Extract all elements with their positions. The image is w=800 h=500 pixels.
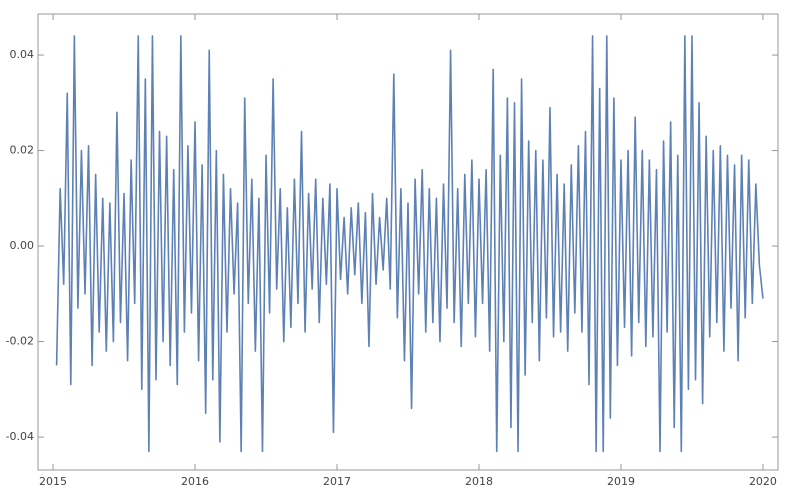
x-tick-label: 2016	[181, 475, 209, 488]
x-tick-label: 2018	[465, 475, 493, 488]
y-tick-label: -0.04	[6, 430, 34, 443]
y-tick-label: 0.02	[10, 144, 35, 157]
x-tick-label: 2017	[323, 475, 351, 488]
y-tick-label: 0.00	[10, 239, 35, 252]
y-tick-label: -0.02	[6, 335, 34, 348]
x-tick-label: 2020	[749, 475, 777, 488]
y-tick-label: 0.04	[10, 48, 35, 61]
x-tick-label: 2015	[39, 475, 67, 488]
x-tick-label: 2019	[607, 475, 635, 488]
frame	[37, 13, 779, 471]
line-series	[55, 35, 764, 453]
